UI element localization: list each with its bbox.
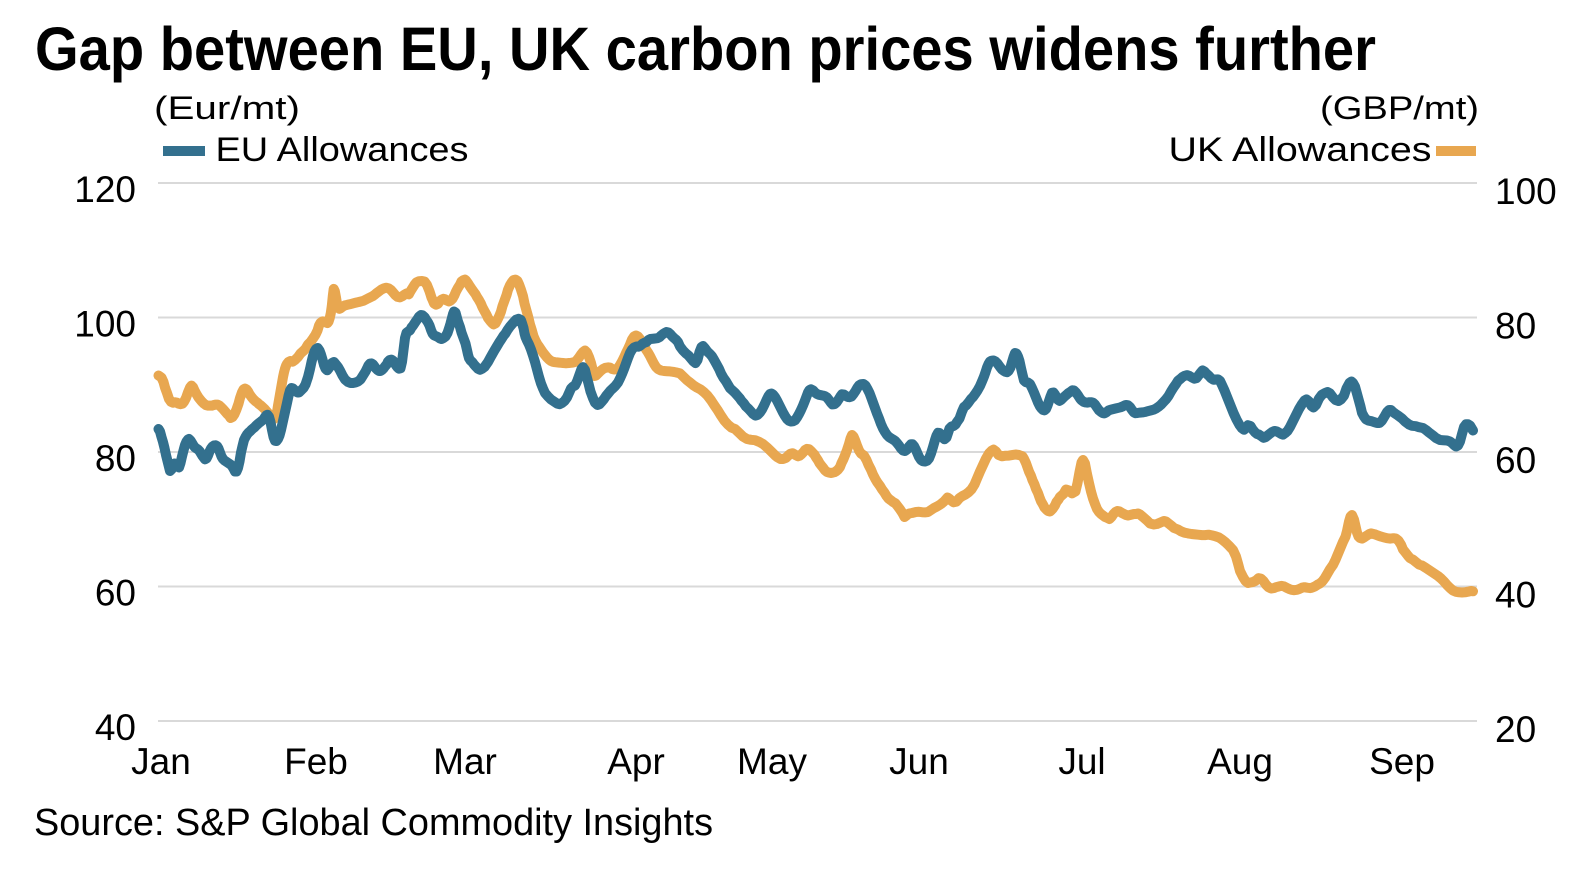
svg-text:Aug: Aug: [1207, 741, 1273, 782]
svg-text:Apr: Apr: [607, 741, 665, 782]
svg-text:Feb: Feb: [284, 741, 348, 782]
svg-text:Gap between EU, UK carbon pric: Gap between EU, UK carbon prices widens …: [35, 15, 1376, 83]
svg-text:40: 40: [95, 707, 136, 748]
svg-text:20: 20: [1495, 709, 1536, 750]
svg-text:100: 100: [1495, 171, 1557, 212]
svg-text:May: May: [737, 741, 807, 782]
svg-text:80: 80: [1495, 306, 1536, 347]
svg-text:Jun: Jun: [889, 741, 949, 782]
svg-text:Source: S&P Global Commodity I: Source: S&P Global Commodity Insights: [34, 802, 713, 844]
svg-text:60: 60: [1495, 440, 1536, 481]
svg-text:(GBP/mt): (GBP/mt): [1320, 90, 1479, 126]
svg-text:Jul: Jul: [1058, 741, 1105, 782]
svg-text:Sep: Sep: [1369, 741, 1435, 782]
svg-text:80: 80: [95, 438, 136, 479]
svg-text:(Eur/mt): (Eur/mt): [154, 90, 300, 126]
svg-text:Jan: Jan: [131, 741, 191, 782]
svg-text:UK Allowances: UK Allowances: [1169, 131, 1432, 169]
svg-text:120: 120: [74, 169, 136, 210]
svg-text:Mar: Mar: [433, 741, 497, 782]
svg-text:EU Allowances: EU Allowances: [216, 131, 469, 169]
svg-text:60: 60: [95, 573, 136, 614]
svg-text:100: 100: [74, 304, 136, 345]
svg-text:40: 40: [1495, 575, 1536, 616]
